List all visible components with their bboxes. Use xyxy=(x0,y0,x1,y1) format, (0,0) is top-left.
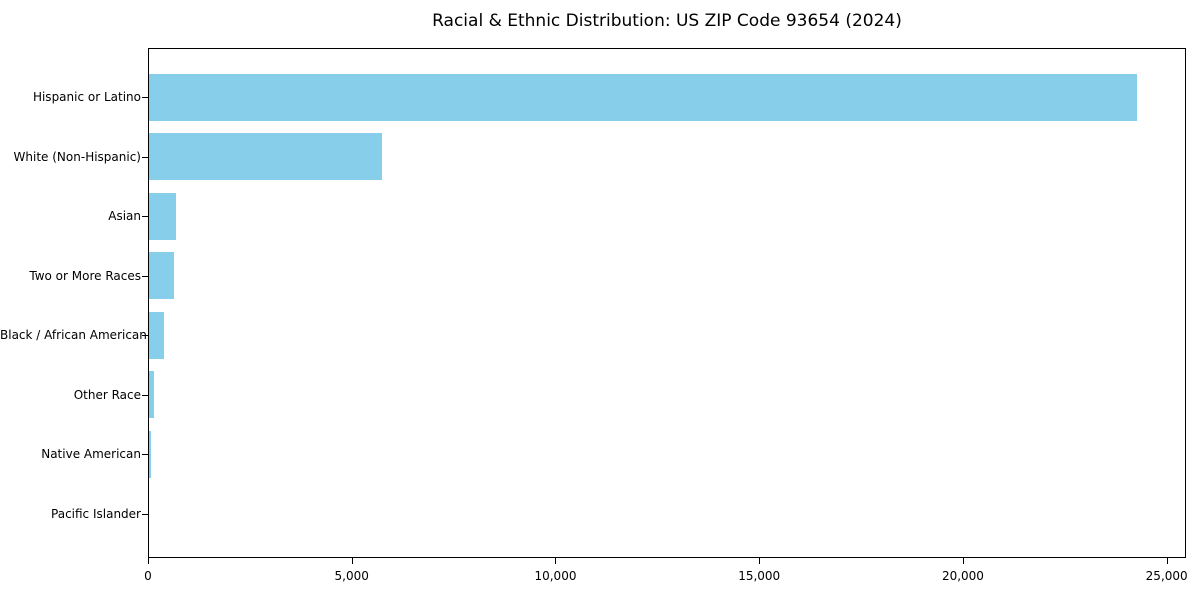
x-axis-tick-label: 10,000 xyxy=(534,569,577,583)
y-tick-mark xyxy=(142,513,148,515)
x-tick-mark xyxy=(351,558,353,564)
y-tick-mark xyxy=(142,97,148,98)
y-axis-label: Other Race xyxy=(73,387,141,402)
y-tick-mark xyxy=(142,275,148,277)
bar-native-american xyxy=(149,430,152,478)
y-tick-mark xyxy=(142,216,148,218)
y-tick-mark xyxy=(142,335,148,337)
x-axis-tick-label: 20,000 xyxy=(941,569,984,583)
bar-other-race xyxy=(149,371,154,419)
y-axis-label: Native American xyxy=(41,447,141,462)
y-axis-label: Two or More Races xyxy=(29,268,141,283)
x-tick-mark xyxy=(759,558,761,564)
y-axis-label: Asian xyxy=(108,209,141,224)
bar-asian xyxy=(149,192,176,240)
x-axis-tick-label: 15,000 xyxy=(738,569,781,583)
y-axis-label: Black / African American xyxy=(0,328,147,343)
x-tick-mark xyxy=(1166,558,1168,564)
x-tick-mark xyxy=(148,558,149,564)
bar-white-non-hispanic xyxy=(149,133,383,181)
chart-title: Racial & Ethnic Distribution: US ZIP Cod… xyxy=(432,11,902,31)
plot-area xyxy=(148,48,1186,558)
x-axis-tick-label: 5,000 xyxy=(334,569,369,583)
bar-two-or-more-races xyxy=(149,252,175,300)
x-tick-mark xyxy=(962,558,964,564)
y-tick-mark xyxy=(142,394,148,396)
y-axis-label: Hispanic or Latino xyxy=(32,90,141,104)
x-axis-tick-label: 25,000 xyxy=(1145,569,1188,583)
bar-black-african-american xyxy=(149,311,165,359)
y-tick-mark xyxy=(142,454,148,456)
x-axis-tick-label: 0 xyxy=(144,569,152,583)
bar-hispanic-or-latino xyxy=(149,73,1137,121)
y-axis-label: Pacific Islander xyxy=(51,506,141,521)
y-axis-label: White (Non-Hispanic) xyxy=(13,149,141,164)
y-tick-mark xyxy=(142,156,148,158)
x-tick-mark xyxy=(555,558,557,564)
